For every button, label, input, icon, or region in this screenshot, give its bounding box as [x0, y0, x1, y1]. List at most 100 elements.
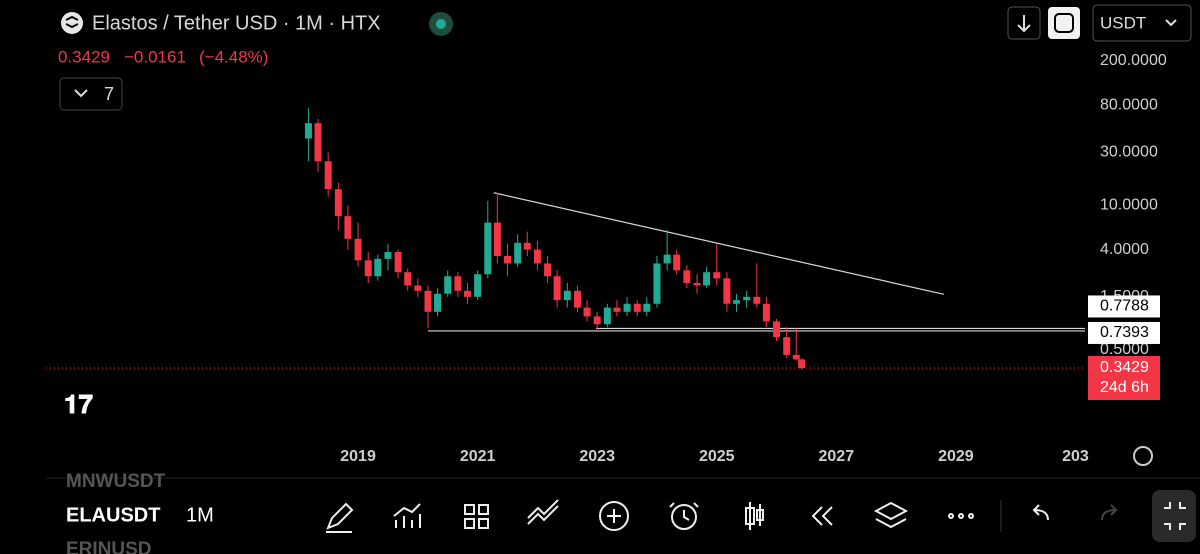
candle-body: [573, 290, 581, 308]
chevron-icon: [74, 89, 88, 98]
candle-body: [334, 189, 342, 217]
bar-countdown: 24d 6h: [1100, 379, 1149, 396]
candle-body: [773, 321, 781, 338]
last-price-label: 0.3429: [1100, 359, 1149, 376]
market-status-dot: [436, 19, 446, 29]
price-change-pct: (−4.48%): [199, 47, 268, 66]
x-tick-label: 203: [1062, 448, 1089, 465]
candle-body: [593, 316, 601, 325]
layouts-tool[interactable]: [464, 504, 489, 529]
indicators-toggle[interactable]: [59, 77, 123, 111]
y-tick-label: 4.0000: [1100, 241, 1149, 258]
symbol-prev[interactable]: MNWUSDT: [66, 471, 166, 492]
chart-type-tool[interactable]: [745, 502, 764, 530]
logo-glyph: [65, 15, 79, 29]
candle-body: [404, 272, 412, 286]
undo-tool[interactable]: [1032, 504, 1049, 521]
candle-body: [394, 252, 402, 273]
redo-tool[interactable]: [1101, 504, 1118, 521]
candle-body: [523, 242, 531, 250]
last-price-box: [1088, 355, 1160, 400]
y-tick-label: 200.0000: [1100, 52, 1167, 69]
candle-body: [324, 161, 332, 190]
replay-tool[interactable]: [811, 506, 833, 526]
candle-body: [304, 123, 312, 139]
exchange-logo: [61, 12, 83, 34]
candle-body: [544, 263, 552, 277]
y-tick-label: 30.0000: [1100, 144, 1158, 161]
download-icon: [1017, 15, 1031, 33]
candle-body: [514, 242, 522, 264]
candle-body: [603, 307, 611, 325]
candle-body: [364, 260, 372, 277]
trendline: [493, 192, 945, 295]
currency-label: USDT: [1100, 13, 1146, 32]
candle-body: [563, 290, 571, 301]
candle-body: [374, 258, 382, 277]
layers-tool[interactable]: [873, 501, 909, 529]
candle-body: [713, 272, 721, 279]
symbol-current[interactable]: ELAUSDT: [66, 504, 160, 526]
level-label: 0.7393: [1100, 324, 1149, 341]
candle-body: [463, 290, 471, 297]
indicators-tool[interactable]: [393, 503, 421, 528]
candle-body: [434, 293, 442, 312]
x-tick-label: 2021: [460, 448, 496, 465]
candle-body: [454, 276, 462, 291]
candle-body: [653, 263, 661, 304]
candle-body: [424, 290, 432, 312]
indicators-count: 7: [104, 84, 114, 104]
candle-body: [743, 296, 751, 301]
toolbar: [326, 499, 1118, 533]
candle-body: [643, 303, 651, 312]
candle-body: [314, 123, 322, 162]
level-label-box: [1088, 321, 1160, 344]
chevron-icon: [1165, 19, 1177, 27]
candle-body: [414, 285, 422, 291]
candle-body: [533, 249, 541, 264]
compare-tool[interactable]: [527, 499, 559, 525]
candle-body: [484, 222, 492, 275]
tv-logo: 𝟏𝟕: [64, 389, 93, 419]
candle-body: [613, 307, 621, 312]
candle-body: [493, 222, 501, 257]
candle-body: [798, 359, 806, 368]
symbol-next[interactable]: ERINUSD: [66, 539, 152, 554]
settings-icon[interactable]: [1133, 446, 1153, 466]
level-label: 0.7788: [1100, 298, 1149, 315]
candle-body: [762, 303, 770, 322]
candle-body: [683, 270, 691, 283]
candle-body: [583, 307, 591, 317]
draw-tool[interactable]: [326, 502, 354, 533]
download-button[interactable]: [1007, 6, 1041, 40]
candle-body: [792, 354, 800, 360]
price-change: −0.0161: [124, 47, 186, 66]
y-tick-label: 0.5000: [1100, 341, 1149, 358]
candle-body: [384, 252, 392, 259]
candle-body: [444, 276, 452, 294]
candle-body: [783, 337, 791, 355]
fullscreen-button[interactable]: [1152, 490, 1196, 542]
fullscreen-icon: [1164, 502, 1186, 530]
candle-body: [633, 303, 641, 312]
level-label-box: [1088, 295, 1160, 318]
scale-button[interactable]: [1048, 7, 1080, 39]
currency-select[interactable]: [1092, 4, 1192, 42]
candle-body: [344, 216, 352, 239]
add-tool[interactable]: [607, 509, 621, 523]
x-tick-label: 2029: [938, 448, 974, 465]
candle-body: [623, 303, 631, 312]
candle-body: [504, 256, 512, 264]
plot-area: 200.000080.000030.000010.00004.00001.500…: [46, 52, 1167, 465]
interval[interactable]: 1M: [186, 504, 214, 526]
symbol-title: Elastos / Tether USD · 1M · HTX: [92, 12, 381, 34]
more-tool[interactable]: [968, 513, 974, 519]
x-tick-label: 2019: [340, 448, 376, 465]
candle-body: [703, 272, 711, 286]
candle-body: [732, 300, 740, 304]
candle-body: [693, 282, 701, 286]
alert-tool[interactable]: [669, 502, 699, 521]
x-tick-label: 2025: [699, 448, 735, 465]
